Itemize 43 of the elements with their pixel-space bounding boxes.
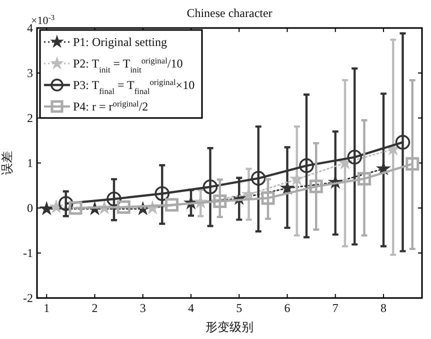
x-tick-label: 6 <box>284 301 290 315</box>
point <box>165 198 178 212</box>
point <box>280 181 294 194</box>
legend-label: P2: T$_{init}$ = T$_{init}$$^{original}$/10 <box>73 56 183 74</box>
x-tick-label: 8 <box>380 301 386 315</box>
text: ×10$^{-3}$ <box>31 12 55 27</box>
y-tick-label: -1 <box>23 246 33 260</box>
x-tick-label: 1 <box>44 301 50 315</box>
x-tick-label: 4 <box>188 301 194 315</box>
point <box>154 186 170 201</box>
point <box>299 158 314 174</box>
point <box>395 134 410 150</box>
point <box>116 200 130 214</box>
point <box>213 194 227 208</box>
y-tick-label: 0 <box>27 201 33 215</box>
chart-title: Chinese character <box>186 6 272 20</box>
point <box>242 188 256 200</box>
legend-label: P3: T$_{final}$ = T$_{final}$$^{original}$×10 <box>73 78 195 96</box>
point <box>250 170 266 186</box>
legend-label: P4: r = r$^{original}$/2 <box>73 99 148 114</box>
point <box>40 202 54 215</box>
point <box>106 192 122 206</box>
x-tick-label: 3 <box>140 301 146 315</box>
x-axis-title: 形变级别 <box>206 320 254 334</box>
x-tick-label: 2 <box>92 301 98 315</box>
point <box>58 196 74 211</box>
point <box>347 150 362 165</box>
point <box>358 172 371 186</box>
y-tick-label: 4 <box>27 21 33 35</box>
y-tick-label: 1 <box>27 156 33 170</box>
point <box>68 201 82 215</box>
point <box>406 157 420 171</box>
x-tick-label: 7 <box>332 301 338 315</box>
y-tick-label: 2 <box>27 111 33 125</box>
y-tick-label: -2 <box>23 291 33 305</box>
legend-label: P1: Original setting <box>73 35 167 49</box>
point <box>309 180 323 194</box>
y-axis-title: 误差 <box>0 151 14 175</box>
x-tick-label: 5 <box>236 301 242 315</box>
point <box>202 179 218 194</box>
y-tick-label: 3 <box>27 66 33 80</box>
point <box>261 191 275 205</box>
point <box>50 200 63 213</box>
